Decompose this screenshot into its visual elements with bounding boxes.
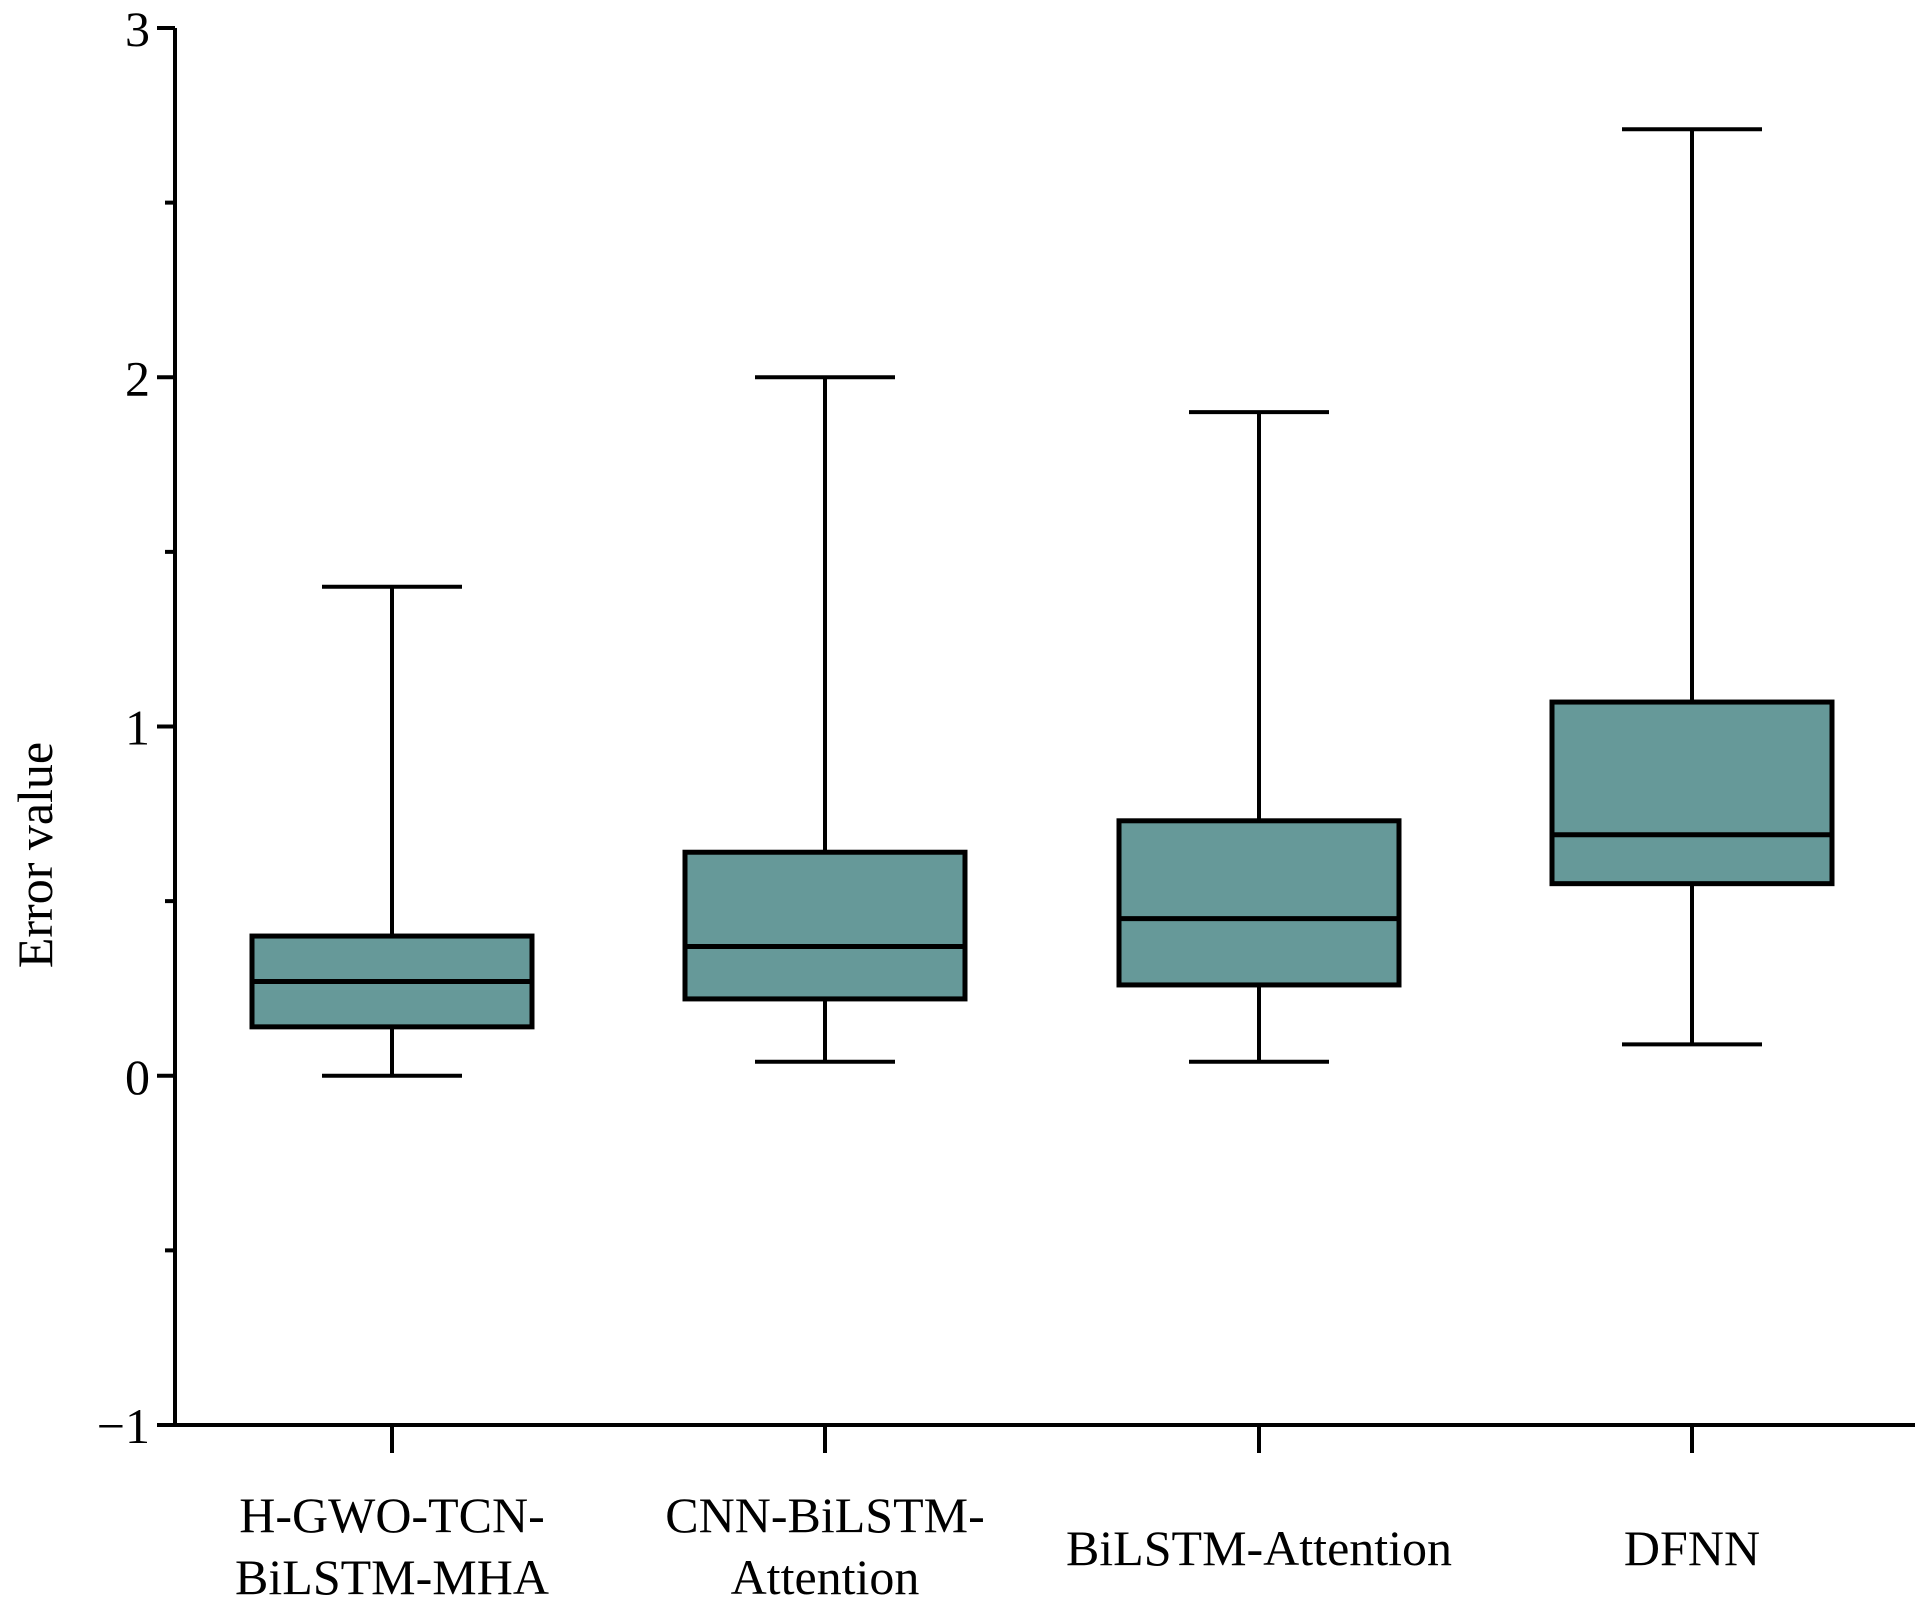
iqr-box [1549, 699, 1835, 887]
y-tick-label: −1 [97, 1398, 150, 1454]
x-category-label: H-GWO-TCN- BiLSTM-MHA [235, 1487, 549, 1605]
x-category-label-line: DFNN [1624, 1520, 1760, 1576]
x-category-label: DFNN [1624, 1520, 1760, 1576]
iqr-box [682, 849, 968, 1002]
x-category-label-line: BiLSTM-MHA [235, 1549, 549, 1605]
y-tick-label: 3 [125, 1, 150, 57]
y-tick-label: 1 [125, 700, 150, 756]
y-axis-title: Error value [7, 742, 63, 968]
x-category-label-line: H-GWO-TCN- [239, 1487, 544, 1543]
x-category-label-line: CNN-BiLSTM- [665, 1487, 984, 1543]
axes: −1 0 1 2 3 H-GWO-TCN- BiLSTM-MHA CNN-BiLSTM- Att… [97, 1, 1915, 1605]
boxes [249, 127, 1835, 1078]
x-category-label: BiLSTM-Attention [1066, 1520, 1452, 1576]
x-category-label: CNN-BiLSTM- Attention [665, 1487, 984, 1605]
y-tick-label: 0 [125, 1049, 150, 1105]
iqr-box [1116, 818, 1402, 988]
x-category-label-line: BiLSTM-Attention [1066, 1520, 1452, 1576]
y-tick-label: 2 [125, 350, 150, 406]
x-category-label-line: Attention [731, 1549, 920, 1605]
